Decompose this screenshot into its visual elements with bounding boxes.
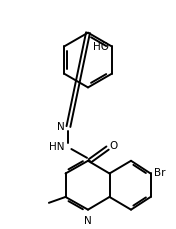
Text: HO: HO bbox=[93, 42, 109, 52]
Text: O: O bbox=[109, 141, 118, 151]
Text: N: N bbox=[84, 215, 92, 226]
Text: N: N bbox=[57, 122, 65, 131]
Text: Br: Br bbox=[155, 169, 166, 178]
Text: HN: HN bbox=[49, 142, 65, 152]
